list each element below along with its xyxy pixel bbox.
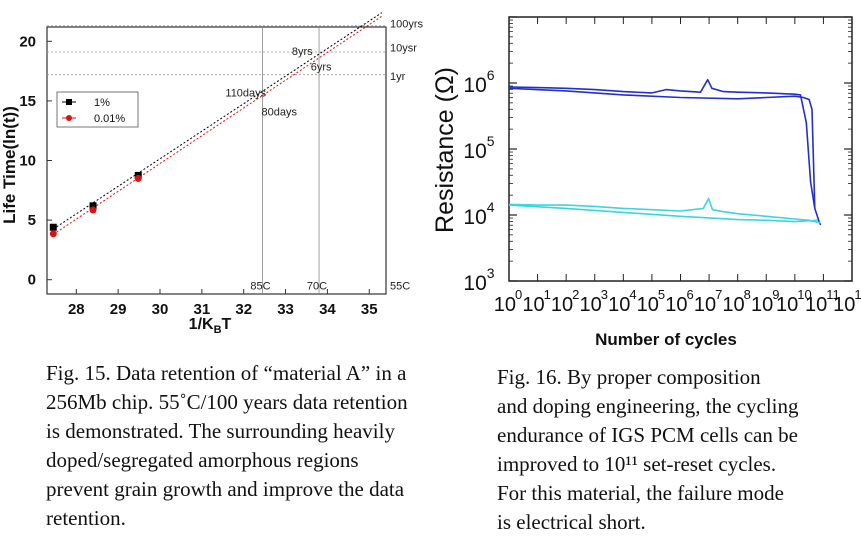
y-tick-label: 15 (19, 93, 36, 110)
x-tick-label: 1012 (833, 287, 861, 316)
legend-label: 1% (94, 97, 110, 109)
x-tick-label: 1011 (805, 287, 840, 316)
caption-line: endurance of IGS PCM cells can be (497, 423, 798, 447)
data-point-circle (89, 206, 97, 214)
annotation-label: 100yrs (390, 18, 424, 30)
resistance-series-line (508, 78, 822, 226)
annotation-label: 70C (307, 281, 327, 293)
y-tick-label: 20 (19, 33, 36, 50)
x-tick-label: 34 (319, 301, 336, 318)
x-tick-label: 1010 (776, 287, 812, 316)
annotation-label: 55C (390, 281, 410, 293)
endurance-chart: 100 101 102 103 104 105 106 107 108 1091010101110… (431, 16, 861, 349)
annotation-label: 8yrs (292, 46, 313, 58)
data-point-circle (134, 174, 142, 182)
fit-line (53, 15, 383, 235)
resistance-series-line (508, 204, 818, 223)
resistance-series-line (508, 87, 816, 209)
endurance-y-axis-label: Resistance (Ω) (431, 67, 459, 233)
x-tick-label: 107 (694, 287, 722, 316)
x-tick-label: 30 (152, 301, 169, 318)
caption-line: Fig. 16. By proper composition (497, 365, 761, 389)
x-tick-label: 101 (522, 287, 550, 316)
endurance-plot-frame (508, 16, 853, 282)
x-tick-label: 28 (68, 301, 85, 318)
x-tick-label: 105 (637, 287, 665, 316)
legend-marker-square (66, 99, 72, 105)
caption-line: is demonstrated. The surrounding heavily (46, 419, 395, 443)
x-tick-label: 32 (235, 301, 252, 318)
y-tick-label: 5 (28, 212, 36, 229)
caption-line: doped/segregated amorphous regions (46, 448, 359, 472)
resistance-series-line (508, 197, 821, 224)
annotation-label: 85C (250, 281, 270, 293)
fig16-caption: Fig. 16. By proper composition and dopin… (497, 363, 799, 537)
data-point-circle (49, 230, 57, 238)
caption-line: and doping engineering, the cycling (497, 394, 799, 418)
y-tick-label: 104 (463, 199, 494, 229)
legend-box (56, 91, 139, 128)
annotation-label: 80days (262, 107, 298, 119)
x-tick-label: 29 (110, 301, 127, 318)
y-tick-label: 105 (463, 133, 494, 163)
x-tick-label: 100 (494, 287, 522, 316)
annotation-label: 10ysr (390, 42, 417, 54)
retention-y-axis-label: Life Time(ln(t)) (0, 106, 19, 224)
x-tick-label: 31 (194, 301, 211, 318)
annotation-label: 1yr (390, 71, 406, 83)
caption-line: is electrical short. (497, 510, 646, 534)
caption-line: prevent grain growth and improve the dat… (46, 477, 405, 501)
data-point-square (89, 202, 97, 210)
retention-plot-frame (46, 26, 387, 295)
caption-line: retention. (46, 506, 126, 530)
caption-line: For this material, the failure mode (497, 481, 784, 505)
retention-chart: 28 29 30 31 32 33 34 35 0 5 10 15 20 100yrs 10ysr 1yr 8… (0, 12, 424, 336)
y-tick-label: 10 (19, 153, 36, 170)
x-tick-label: 103 (580, 287, 608, 316)
x-tick-label: 109 (751, 287, 779, 316)
x-tick-label: 33 (277, 301, 294, 318)
fit-line (53, 12, 383, 230)
caption-line: 256Mb chip. 55˚C/100 years data retentio… (46, 390, 408, 414)
annotation-label: 6yrs (311, 61, 332, 73)
x-tick-label: 35 (361, 301, 378, 318)
x-tick-label: 104 (608, 287, 636, 316)
legend-marker-circle (66, 115, 72, 121)
fig15-caption: Fig. 15. Data retention of “material A” … (46, 359, 408, 533)
x-tick-label: 108 (722, 287, 750, 316)
legend-label: 0.01% (94, 113, 125, 125)
x-tick-label: 102 (551, 287, 579, 316)
caption-line: improved to 10¹¹ set-reset cycles. (497, 452, 777, 476)
y-tick-label: 0 (28, 272, 36, 289)
retention-legend: 1% 0.01% (56, 91, 139, 128)
x-tick-label: 106 (665, 287, 693, 316)
y-tick-label: 106 (463, 67, 494, 97)
endurance-x-axis-label: Number of cycles (595, 330, 737, 349)
retention-x-axis-label: 1/KBT (189, 316, 232, 336)
y-tick-label: 103 (463, 265, 494, 295)
caption-line: Fig. 15. Data retention of “material A” … (46, 361, 407, 385)
annotation-label: 110days (225, 88, 266, 100)
data-point-square (49, 223, 57, 231)
